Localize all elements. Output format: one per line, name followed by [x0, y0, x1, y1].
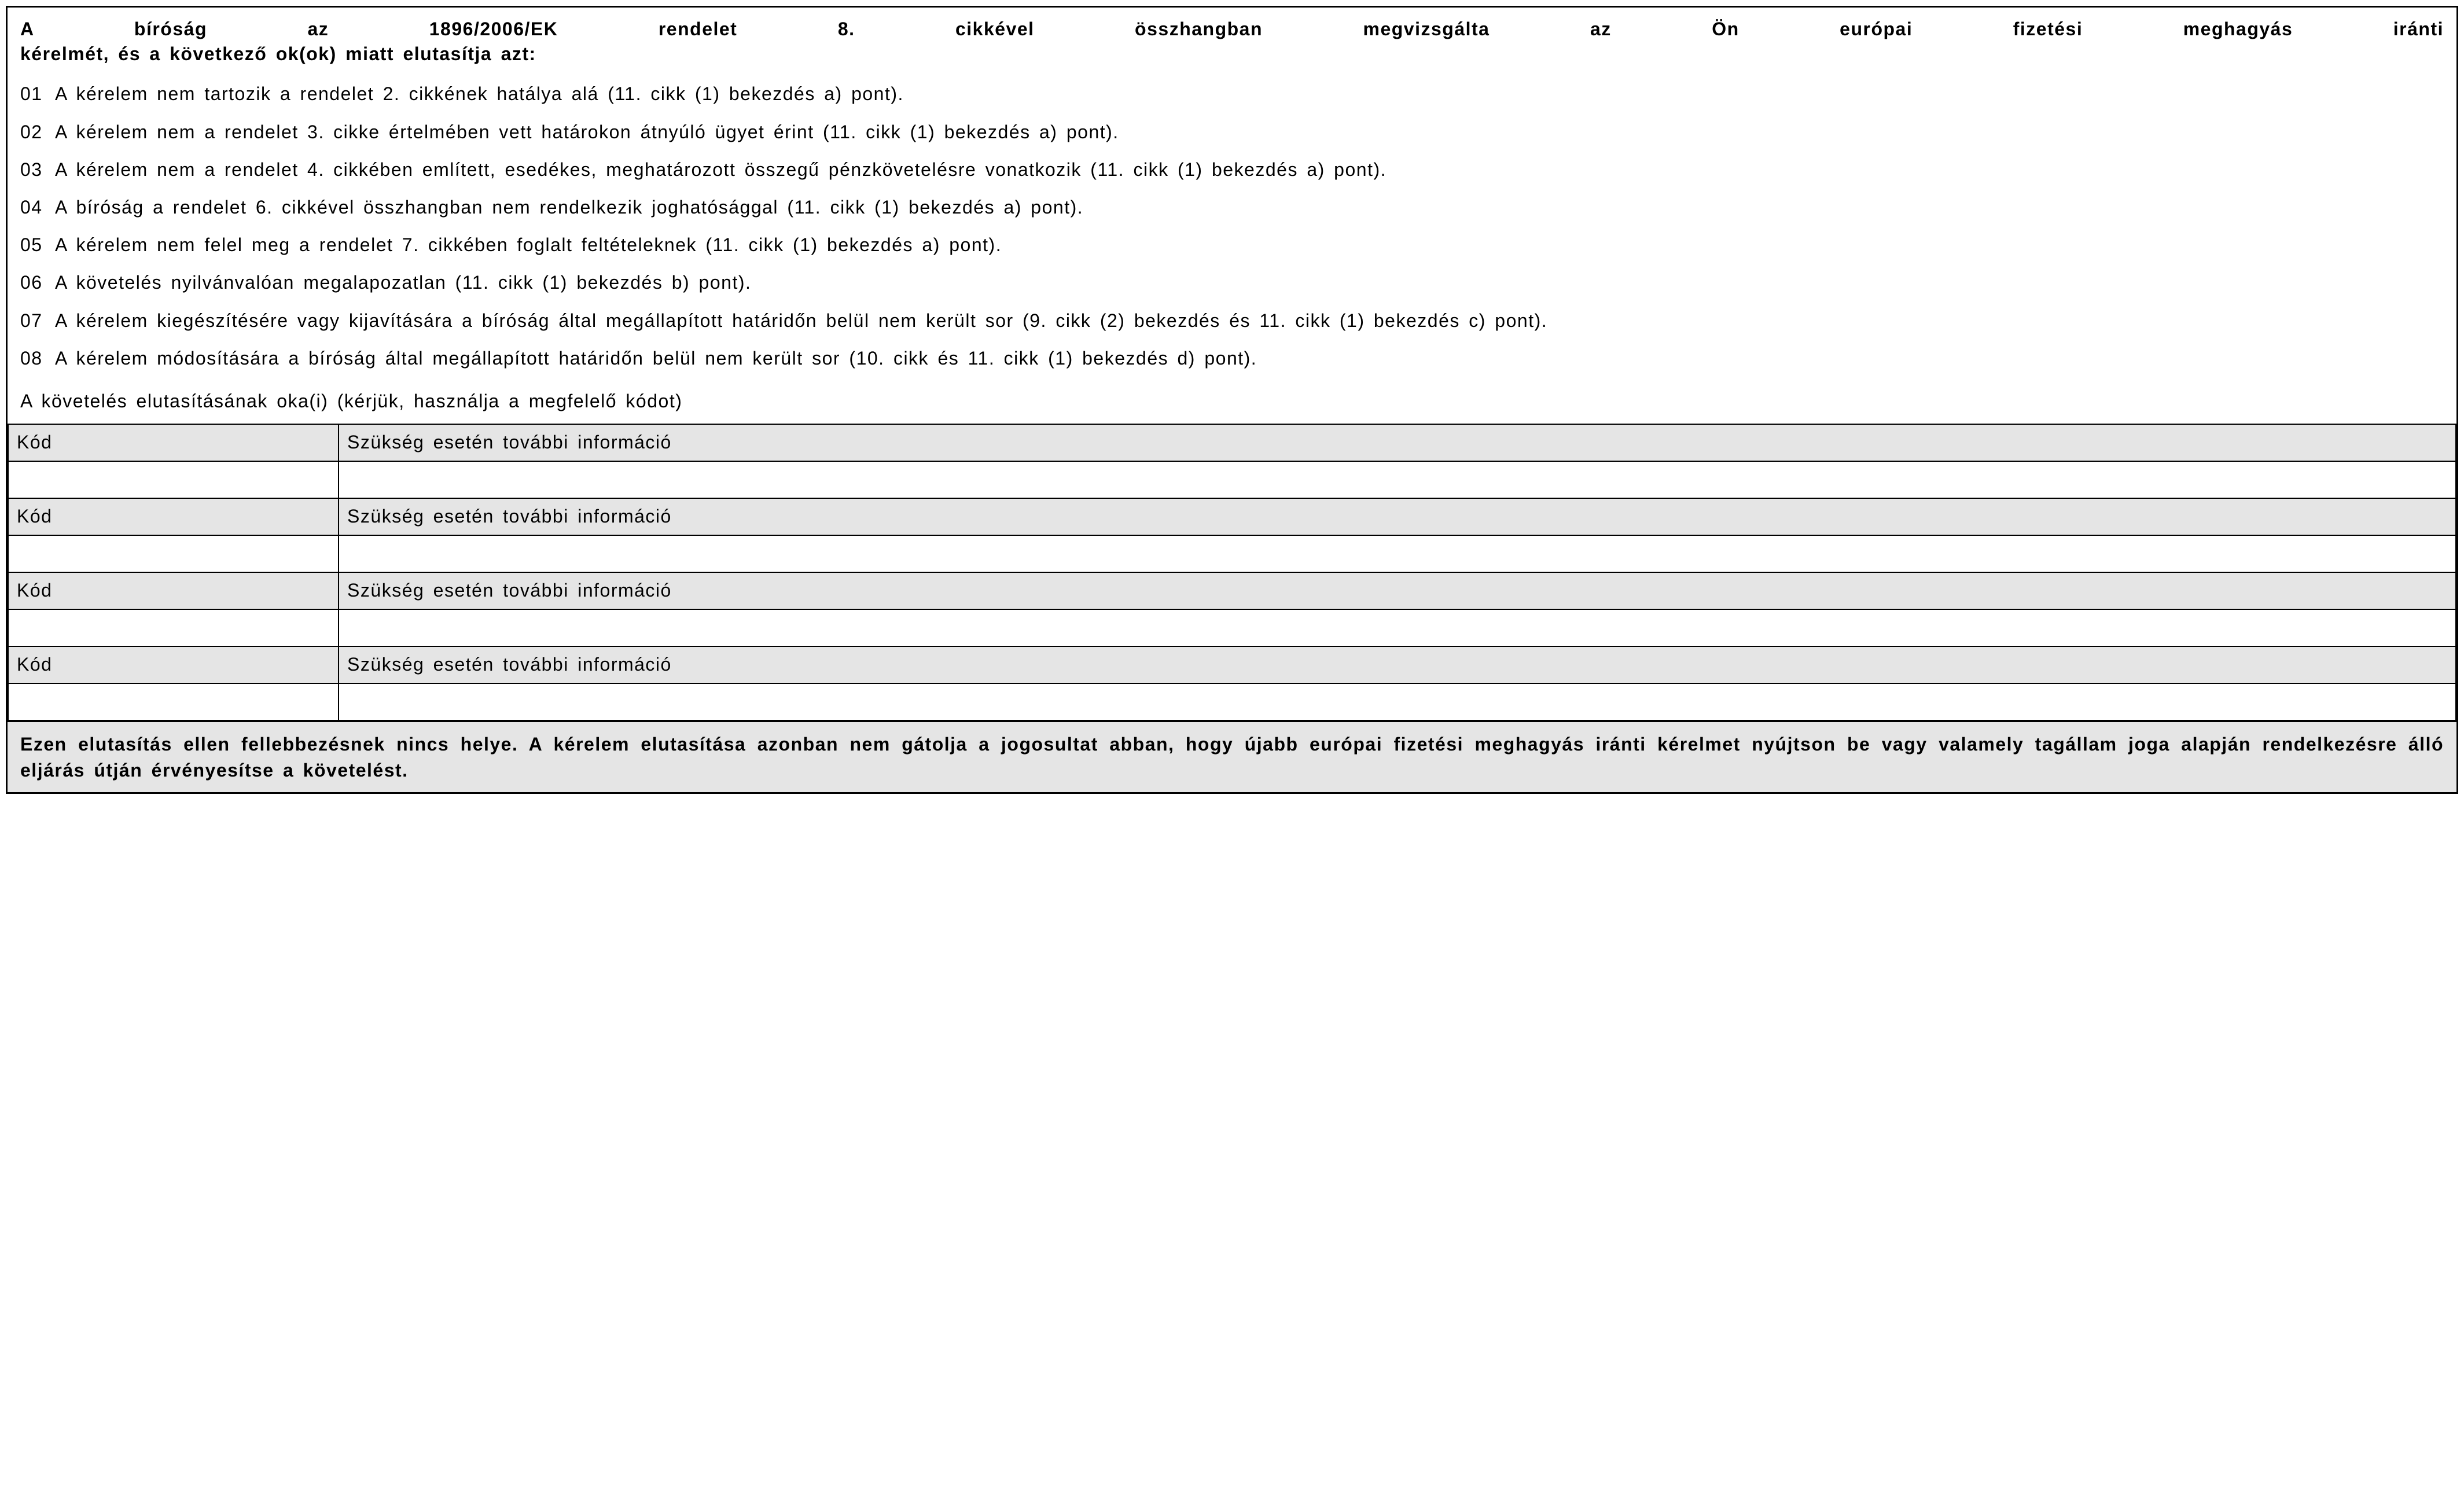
- reason-number: 08: [20, 346, 48, 371]
- info-header: Szükség esetén további információ: [339, 498, 2456, 535]
- heading-line2: kérelmét, és a következő ok(ok) miatt el…: [20, 42, 2444, 67]
- reason-text: A kérelem nem a rendelet 4. cikkében eml…: [55, 157, 2444, 182]
- info-cell[interactable]: [339, 461, 2456, 498]
- reason-number: 02: [20, 120, 48, 145]
- reason-number: 01: [20, 82, 48, 106]
- code-cell[interactable]: [8, 461, 339, 498]
- reason-text: A kérelem nem felel meg a rendelet 7. ci…: [55, 233, 2444, 258]
- reason-number: 06: [20, 270, 48, 295]
- info-header: Szükség esetén további információ: [339, 424, 2456, 461]
- form-container: A bíróság az 1896/2006/EK rendelet 8. ci…: [6, 6, 2458, 794]
- reason-number: 03: [20, 157, 48, 182]
- info-cell[interactable]: [339, 683, 2456, 720]
- reason-item: 07 A kérelem kiegészítésére vagy kijavítá…: [20, 308, 2444, 333]
- reasons-list: 01 A kérelem nem tartozik a rendelet 2. c…: [20, 82, 2444, 371]
- reason-item: 05 A kérelem nem felel meg a rendelet 7. …: [20, 233, 2444, 258]
- info-cell[interactable]: [339, 535, 2456, 572]
- footer-note: Ezen elutasítás ellen fellebbezésnek nin…: [8, 721, 2456, 793]
- heading-line1: A bíróság az 1896/2006/EK rendelet 8. ci…: [20, 19, 2444, 39]
- codes-table: KódSzükség esetén további információKódS…: [8, 424, 2456, 721]
- intro-section: A bíróság az 1896/2006/EK rendelet 8. ci…: [8, 8, 2456, 424]
- reason-number: 04: [20, 195, 48, 220]
- code-header: Kód: [8, 424, 339, 461]
- reason-item: 04 A bíróság a rendelet 6. cikkével összh…: [20, 195, 2444, 220]
- info-header: Szükség esetén további információ: [339, 646, 2456, 683]
- reason-item: 08 A kérelem módosítására a bíróság által…: [20, 346, 2444, 371]
- reason-text: A kérelem kiegészítésére vagy kijavításá…: [55, 308, 2444, 333]
- info-header: Szükség esetén további információ: [339, 572, 2456, 609]
- reason-number: 05: [20, 233, 48, 258]
- reasons-subcaption: A követelés elutasításának oka(i) (kérjü…: [20, 391, 2444, 412]
- code-header: Kód: [8, 498, 339, 535]
- reason-item: 01 A kérelem nem tartozik a rendelet 2. c…: [20, 82, 2444, 106]
- code-cell[interactable]: [8, 683, 339, 720]
- reason-text: A kérelem nem tartozik a rendelet 2. cik…: [55, 82, 2444, 106]
- reason-text: A kérelem módosítására a bíróság által m…: [55, 346, 2444, 371]
- reason-text: A követelés nyilvánvalóan megalapozatlan…: [55, 270, 2444, 295]
- code-header: Kód: [8, 572, 339, 609]
- reason-item: 06 A követelés nyilvánvalóan megalapozatl…: [20, 270, 2444, 295]
- reason-item: 02 A kérelem nem a rendelet 3. cikke érte…: [20, 120, 2444, 145]
- code-cell[interactable]: [8, 609, 339, 646]
- code-cell[interactable]: [8, 535, 339, 572]
- info-cell[interactable]: [339, 609, 2456, 646]
- code-header: Kód: [8, 646, 339, 683]
- reason-text: A kérelem nem a rendelet 3. cikke értelm…: [55, 120, 2444, 145]
- reason-item: 03 A kérelem nem a rendelet 4. cikkében e…: [20, 157, 2444, 182]
- heading: A bíróság az 1896/2006/EK rendelet 8. ci…: [20, 17, 2444, 67]
- reason-number: 07: [20, 308, 48, 333]
- reason-text: A bíróság a rendelet 6. cikkével összhan…: [55, 195, 2444, 220]
